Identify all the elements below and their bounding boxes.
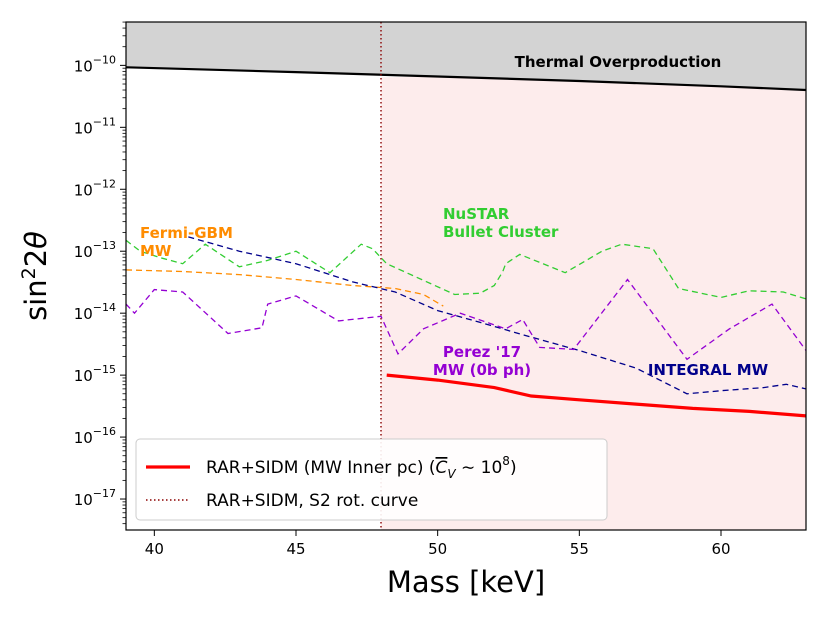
- series-line-0: [126, 269, 444, 307]
- x-tick-label: 40: [145, 540, 164, 558]
- x-tick-label: 60: [711, 540, 730, 558]
- x-tick-label: 45: [286, 540, 305, 558]
- annotation-fermi: Fermi-GBM MW: [140, 224, 233, 260]
- legend-box: [135, 438, 608, 521]
- series-line-3: [126, 278, 806, 361]
- x-tick-label: 50: [428, 540, 447, 558]
- y-axis-label: sin22θ: [18, 231, 53, 321]
- x-axis-label: Mass [keV]: [387, 565, 545, 599]
- y-tick-label: 10−15: [74, 363, 116, 385]
- series-line-4: [386, 373, 806, 418]
- thermal-overproduction-region: [126, 22, 806, 90]
- series-line-1: [126, 239, 806, 300]
- y-tick-label: 10−11: [74, 115, 116, 137]
- legend-rar-sidm: RAR+SIDM (MW Inner pc) (CV ∼ 108): [206, 454, 517, 481]
- allowed-region: [381, 76, 806, 530]
- annotation-perez: Perez '17 MW (0b ph): [433, 343, 531, 379]
- y-tick-label: 10−14: [74, 301, 116, 323]
- annotation-integral: INTEGRAL MW: [648, 361, 769, 379]
- legend-s2: RAR+SIDM, S2 rot. curve: [206, 491, 418, 511]
- x-tick-label: 55: [570, 540, 589, 558]
- legend: RAR+SIDM (MW Inner pc) (CV ∼ 108) RAR+SID…: [135, 438, 608, 521]
- y-tick-label: 10−12: [74, 177, 116, 199]
- annotation-nustar: NuSTAR Bullet Cluster: [443, 205, 559, 241]
- annotation-thermal: Thermal Overproduction: [515, 53, 722, 71]
- series-line-2: [188, 236, 806, 395]
- y-tick-label: 10−17: [74, 487, 116, 509]
- y-tick-label: 10−13: [74, 239, 116, 261]
- thermal-boundary-line: [126, 66, 806, 92]
- y-tick-label: 10−16: [74, 425, 116, 447]
- y-tick-label: 10−10: [74, 53, 116, 75]
